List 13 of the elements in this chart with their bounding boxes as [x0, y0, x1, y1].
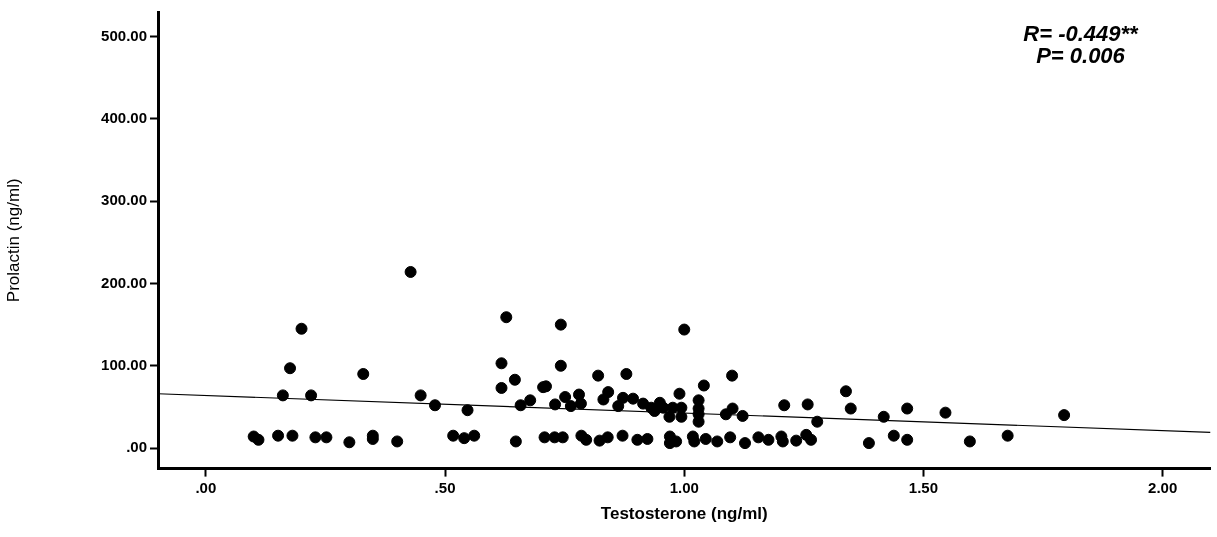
x-tick-label: .50 — [434, 478, 456, 496]
x-tick-label: 1.50 — [908, 478, 939, 496]
y-tick-label: 200.00 — [101, 273, 147, 291]
y-tick-label: .00 — [126, 438, 147, 456]
y-tick-label: 100.00 — [101, 355, 147, 373]
y-axis-title: Prolactin (ng/ml) — [3, 178, 23, 303]
y-tick-label: 400.00 — [101, 109, 147, 127]
x-tick-label: 1.00 — [669, 478, 699, 496]
x-tick-label: .00 — [195, 478, 217, 496]
x-tick-label: 2.00 — [1148, 478, 1178, 496]
y-tick-label: 300.00 — [101, 191, 147, 209]
x-axis-title: Testosterone (ng/ml) — [600, 504, 768, 524]
y-tick-label: 500.00 — [101, 26, 147, 44]
